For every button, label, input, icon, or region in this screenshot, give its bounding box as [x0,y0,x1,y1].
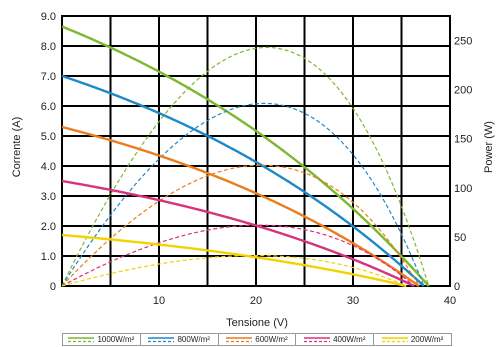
legend-label: 400W/m² [333,335,366,344]
y-tick-label: 8.0 [41,41,56,53]
legend-label: 800W/m² [177,335,210,344]
y-tick-label: 6.0 [41,101,56,113]
legend-label: 600W/m² [255,335,288,344]
power-curve-1 [61,102,425,287]
chart-ticks: 0 1.0 2.0 3.0 4.0 5.0 6.0 7.0 8.0 9.0 10 20 30 40 0 50 1… [41,11,473,307]
x-tick-label: 10 [153,295,165,307]
y2-tick-label: 100 [454,183,472,195]
legend-item: 600W/m² [219,334,297,345]
current-curve-4 [61,233,407,288]
y-tick-label: 0 [50,281,56,293]
chart-legend: 1000W/m² 800W/m² 600W/m² 400W/m² 200W/m² [62,333,452,346]
y-tick-label: 9.0 [41,11,56,23]
legend-swatch [148,337,175,343]
y-tick-label: 5.0 [41,131,56,143]
legend-swatch [381,337,408,343]
y-tick-label: 4.0 [41,161,56,173]
x-tick-label: 20 [250,295,262,307]
y2-tick-label: 0 [454,281,460,293]
x-axis-label: Tensione (V) [226,317,288,329]
legend-swatch [304,337,331,343]
y2-tick-label: 150 [454,134,472,146]
y2-tick-label: 250 [454,36,472,48]
y-tick-label: 3.0 [41,191,56,203]
current-curve-0 [61,25,430,287]
y2-tick-label: 50 [454,232,466,244]
x-tick-label: 30 [347,295,359,307]
y-axis-label: Corrente (A) [11,117,23,178]
legend-item: 1000W/m² [63,334,141,345]
y-tick-label: 1.0 [41,251,56,263]
power-curve-2 [61,164,420,287]
legend-swatch [68,337,95,343]
power-curve-4 [61,255,407,287]
chart-curves [61,25,430,288]
power-curve-3 [61,224,415,287]
y2-axis-label: Power (W) [483,121,495,173]
legend-item: 400W/m² [296,334,375,345]
current-curve-1 [61,74,425,287]
legend-item: 800W/m² [141,334,219,345]
power-curve-0 [61,46,430,287]
x-tick-label: 40 [444,295,456,307]
legend-item: 200W/m² [374,334,451,345]
current-curve-2 [61,125,420,287]
current-curve-3 [61,179,415,288]
legend-label: 200W/m² [410,335,444,344]
legend-label: 1000W/m² [97,335,135,344]
y-tick-label: 7.0 [41,71,56,83]
legend-swatch [226,337,253,343]
y-tick-label: 2.0 [41,221,56,233]
y2-tick-label: 200 [454,85,472,97]
